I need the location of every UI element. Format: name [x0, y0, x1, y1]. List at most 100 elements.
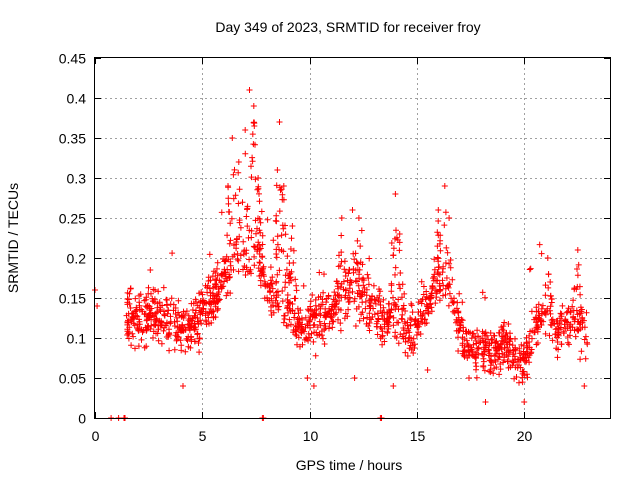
data-point — [379, 341, 386, 348]
data-point — [375, 297, 382, 304]
data-point — [388, 288, 395, 295]
data-point — [155, 337, 162, 344]
data-point — [408, 300, 415, 307]
data-point — [501, 319, 508, 326]
data-point — [274, 241, 281, 248]
data-point-peak — [392, 191, 399, 197]
data-point — [351, 256, 358, 263]
data-point — [418, 278, 425, 285]
data-point — [242, 150, 249, 157]
data-point — [533, 304, 540, 311]
data-point — [235, 257, 242, 264]
data-point — [294, 341, 300, 348]
data-point — [489, 337, 496, 343]
data-point — [354, 278, 360, 285]
data-point — [350, 250, 357, 257]
data-point — [403, 330, 410, 336]
data-point — [374, 318, 381, 325]
data-point — [145, 284, 152, 291]
data-point — [493, 364, 500, 371]
data-point — [228, 215, 235, 222]
data-point — [359, 288, 366, 295]
data-point — [267, 287, 273, 294]
data-point — [346, 266, 353, 273]
data-point — [466, 375, 472, 381]
data-point — [240, 238, 247, 245]
x-tick-label: 15 — [410, 428, 426, 444]
data-point — [371, 297, 378, 304]
data-point — [326, 308, 333, 315]
data-point — [535, 323, 542, 330]
data-point — [496, 345, 503, 351]
data-point — [393, 227, 399, 234]
data-point — [338, 249, 345, 256]
data-point — [451, 310, 458, 316]
data-point — [286, 275, 293, 282]
data-point — [240, 266, 246, 273]
data-point — [544, 305, 551, 312]
data-point — [189, 307, 196, 313]
data-point — [419, 312, 426, 319]
data-point — [206, 251, 213, 258]
data-point — [547, 279, 554, 285]
data-point — [245, 234, 252, 241]
data-point — [248, 227, 255, 234]
data-point — [147, 267, 154, 273]
data-point — [232, 192, 239, 199]
data-point — [409, 309, 416, 316]
data-point — [268, 280, 275, 287]
data-point — [387, 309, 394, 316]
data-point — [139, 329, 146, 336]
data-point — [352, 277, 359, 284]
data-point — [365, 323, 372, 329]
data-point — [218, 209, 225, 216]
data-point — [404, 319, 411, 326]
data-point — [456, 322, 463, 329]
data-point — [469, 330, 476, 337]
data-point — [435, 258, 442, 265]
data-point — [256, 198, 263, 205]
data-point — [434, 269, 441, 276]
data-point — [513, 374, 520, 380]
data-point — [301, 328, 308, 335]
data-point-peak — [289, 223, 296, 229]
data-point — [345, 306, 352, 313]
data-point — [233, 245, 240, 252]
data-point — [436, 283, 443, 289]
data-point — [322, 323, 329, 330]
data-point — [249, 131, 256, 138]
data-point — [479, 289, 486, 296]
data-point — [342, 269, 349, 276]
data-point — [427, 301, 434, 308]
data-point — [367, 305, 374, 312]
data-point — [329, 324, 336, 331]
data-point — [360, 275, 367, 282]
data-point — [516, 362, 522, 368]
data-point — [378, 312, 385, 319]
data-point — [326, 320, 333, 327]
data-point — [316, 318, 323, 325]
data-point — [399, 306, 405, 313]
data-point — [161, 324, 168, 331]
data-point — [338, 294, 345, 301]
data-point — [332, 292, 339, 299]
data-point — [536, 241, 543, 248]
data-point — [354, 266, 361, 273]
data-point — [574, 266, 580, 272]
data-point — [338, 258, 345, 265]
data-point — [270, 237, 277, 244]
data-point — [277, 187, 284, 194]
data-point — [289, 307, 296, 314]
data-point — [354, 260, 361, 267]
data-point — [549, 316, 556, 323]
data-point — [574, 311, 581, 318]
data-point — [124, 319, 131, 326]
data-point — [562, 325, 569, 332]
data-point — [287, 300, 294, 307]
data-point — [447, 257, 454, 263]
data-point — [557, 310, 564, 317]
data-point — [280, 319, 287, 326]
data-point — [359, 309, 366, 316]
data-point — [454, 299, 461, 306]
data-point — [400, 325, 407, 331]
